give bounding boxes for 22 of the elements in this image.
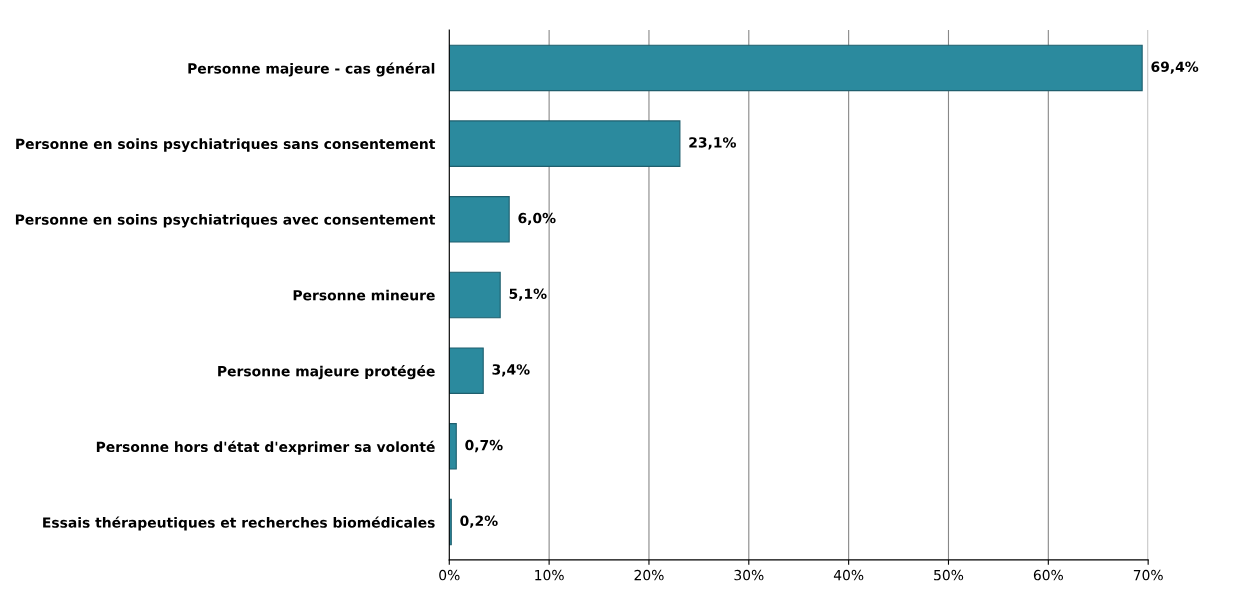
x-tick-label: 0% (439, 569, 460, 581)
x-tick-label: 40% (833, 569, 864, 581)
y-tick-label: Personne mineure (293, 289, 435, 301)
y-tick-label: Personne en soins psychiatriques sans consentement (16, 138, 436, 152)
data-label: 3,4% (492, 364, 530, 377)
x-tick-label: 70% (1133, 569, 1163, 581)
data-label: 0,7% (465, 439, 503, 453)
x-tick-label: 10% (535, 569, 564, 581)
y-tick-label: Personne en soins psychiatriques avec consentement (15, 214, 436, 228)
data-label: 0,2% (460, 515, 498, 528)
data-label: 5,1% (509, 288, 547, 301)
x-tick-label: 60% (1033, 569, 1063, 581)
data-label: 6,0% (518, 212, 556, 226)
data-label: 23,1% (689, 137, 736, 150)
x-tick-label: 50% (934, 569, 964, 581)
y-tick-label: Essais thérapeutiques et recherches biomédicales (43, 516, 435, 531)
data-label: 69,4% (1151, 61, 1199, 74)
y-tick-label: Personne majeure protégée (218, 365, 435, 380)
x-tick-label: 20% (634, 569, 664, 581)
y-tick-label: Personne majeure - cas général (188, 62, 435, 77)
y-tick-label: Personne hors d'état d'exprimer sa volonté (96, 440, 435, 455)
x-tick-label: 30% (734, 569, 764, 581)
